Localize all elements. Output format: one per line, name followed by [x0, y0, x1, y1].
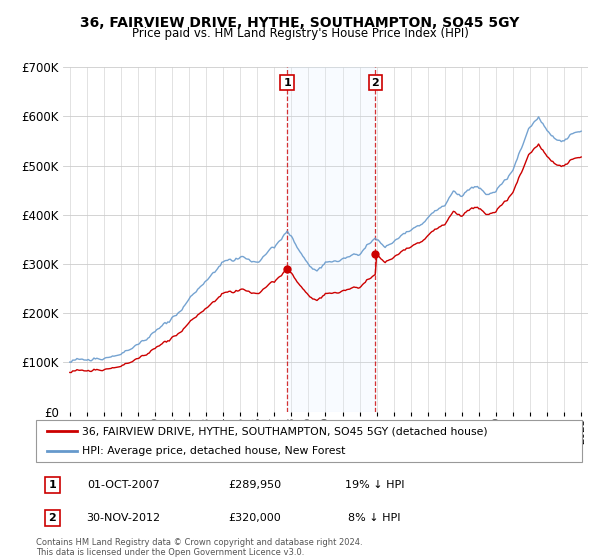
Text: 8% ↓ HPI: 8% ↓ HPI	[348, 513, 401, 523]
Text: Price paid vs. HM Land Registry's House Price Index (HPI): Price paid vs. HM Land Registry's House …	[131, 27, 469, 40]
Text: 19% ↓ HPI: 19% ↓ HPI	[345, 480, 404, 490]
Text: 36, FAIRVIEW DRIVE, HYTHE, SOUTHAMPTON, SO45 5GY: 36, FAIRVIEW DRIVE, HYTHE, SOUTHAMPTON, …	[80, 16, 520, 30]
Text: 30-NOV-2012: 30-NOV-2012	[86, 513, 160, 523]
Text: 2: 2	[49, 513, 56, 523]
Bar	[287, 67, 375, 412]
Text: Contains HM Land Registry data © Crown copyright and database right 2024.
This d: Contains HM Land Registry data © Crown c…	[36, 538, 362, 557]
Text: 1: 1	[283, 78, 291, 88]
Text: 01-OCT-2007: 01-OCT-2007	[87, 480, 160, 490]
Text: 1: 1	[49, 480, 56, 490]
Text: £289,950: £289,950	[228, 480, 281, 490]
Text: 2: 2	[371, 78, 379, 88]
Text: HPI: Average price, detached house, New Forest: HPI: Average price, detached house, New …	[82, 446, 346, 456]
FancyBboxPatch shape	[36, 420, 582, 462]
Text: £320,000: £320,000	[228, 513, 281, 523]
Text: 36, FAIRVIEW DRIVE, HYTHE, SOUTHAMPTON, SO45 5GY (detached house): 36, FAIRVIEW DRIVE, HYTHE, SOUTHAMPTON, …	[82, 426, 488, 436]
